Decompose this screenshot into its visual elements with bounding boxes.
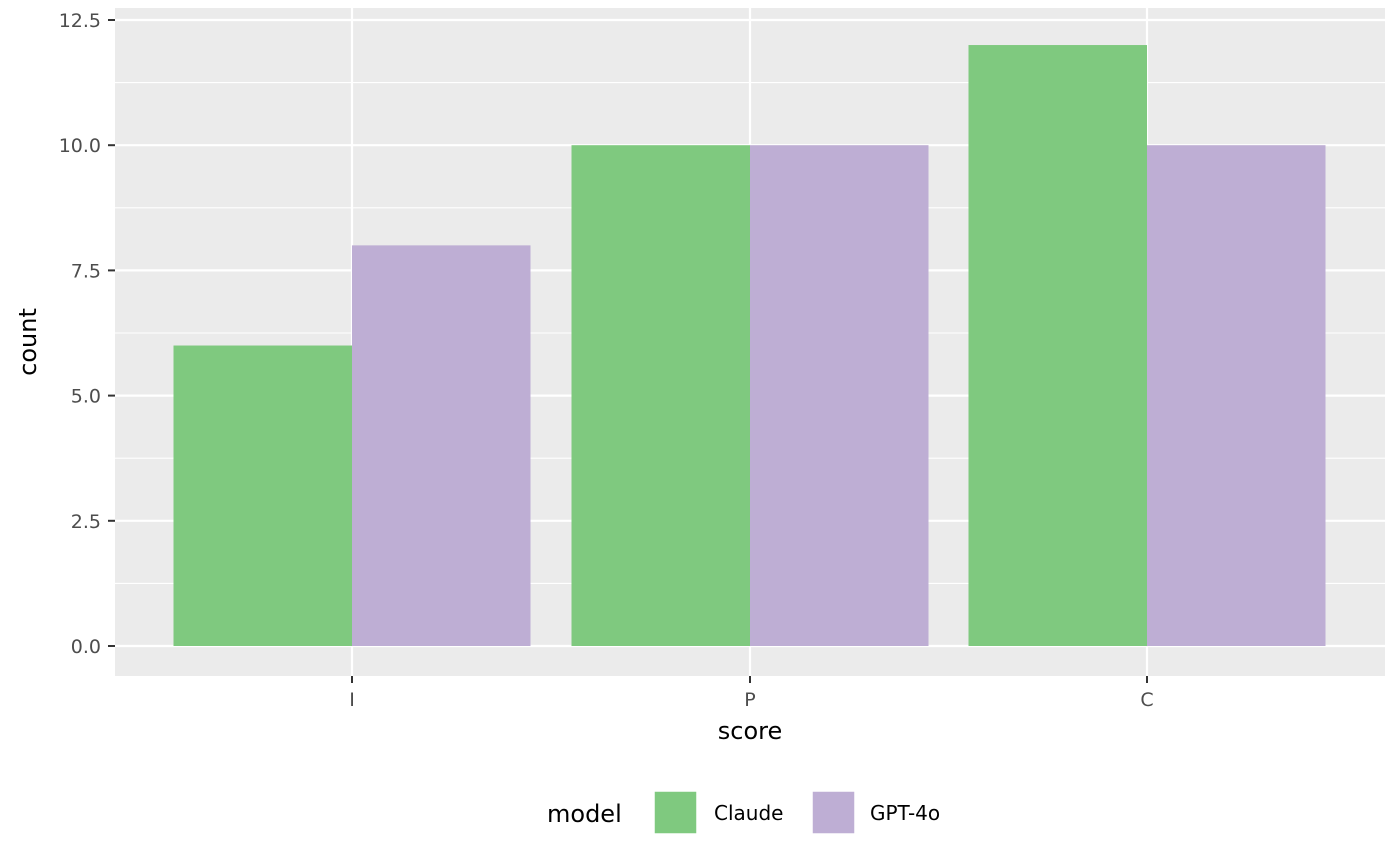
- legend-label-gpt-4o: GPT-4o: [870, 801, 940, 825]
- x-axis-title: score: [718, 717, 783, 745]
- y-tick-label: 5.0: [71, 386, 101, 408]
- y-tick-label: 0.0: [71, 636, 101, 658]
- legend-key-gpt-4o: [811, 790, 856, 835]
- legend: model Claude GPT-4o: [547, 790, 940, 835]
- x-tick-label: C: [1140, 689, 1153, 711]
- x-tick-label: I: [349, 689, 355, 711]
- y-tick-label: 7.5: [71, 260, 101, 282]
- y-tick-label: 12.5: [59, 10, 101, 32]
- bar-gpt-4o-p: [750, 145, 929, 646]
- y-tick-label: 2.5: [71, 511, 101, 533]
- bars: [173, 45, 1326, 647]
- legend-title: model: [547, 800, 622, 828]
- bar-claude-p: [571, 145, 750, 646]
- bar-claude-i: [173, 345, 352, 646]
- y-tick-label: 10.0: [59, 135, 101, 157]
- y-axis-title: count: [14, 308, 42, 376]
- bar-gpt-4o-c: [1147, 145, 1326, 646]
- bar-gpt-4o-i: [352, 245, 531, 647]
- legend-label-claude: Claude: [714, 801, 783, 825]
- y-axis: 0.0 2.5 5.0 7.5 10.0 12.5: [59, 10, 115, 658]
- legend-key-claude: [653, 790, 698, 835]
- bar-claude-c: [968, 45, 1147, 647]
- x-tick-label: P: [744, 689, 755, 711]
